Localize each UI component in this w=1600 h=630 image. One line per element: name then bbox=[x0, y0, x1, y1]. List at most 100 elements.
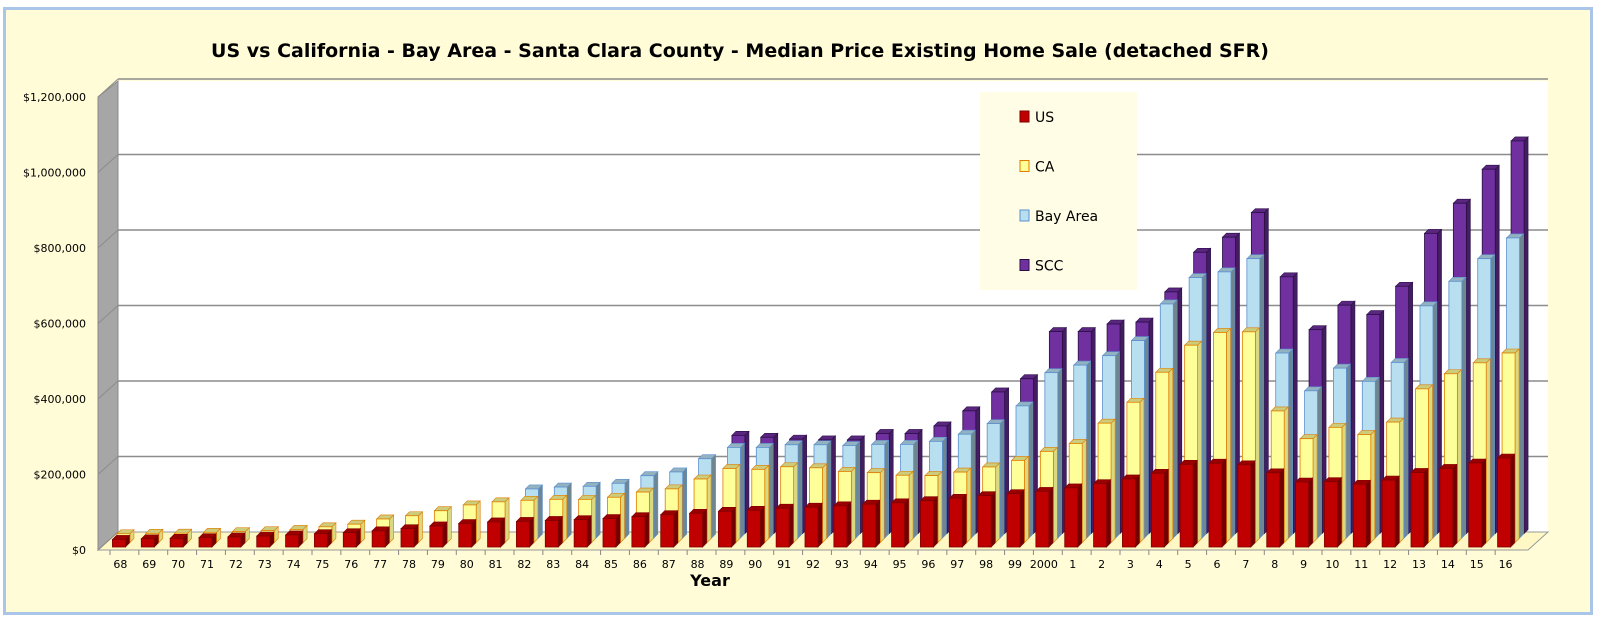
bar-us-97 bbox=[948, 493, 968, 548]
bar-side bbox=[1317, 386, 1322, 539]
bar-side bbox=[1423, 467, 1429, 548]
x-tick-label: 95 bbox=[893, 558, 907, 571]
bar-front bbox=[285, 534, 299, 548]
bar-side bbox=[735, 463, 741, 544]
bar-side bbox=[822, 463, 827, 544]
bar-side bbox=[933, 495, 938, 548]
bar-us-73 bbox=[255, 531, 275, 548]
bar-us-96 bbox=[919, 495, 939, 548]
bar-side bbox=[1057, 367, 1063, 539]
bar-side bbox=[855, 440, 861, 539]
bar-us-5 bbox=[1179, 459, 1198, 548]
bar-side bbox=[1337, 476, 1342, 548]
y-tick-label: $1,200,000 bbox=[23, 91, 86, 104]
bar-us-13 bbox=[1410, 467, 1429, 548]
x-tick-label: 98 bbox=[979, 558, 993, 571]
x-tick-label: 7 bbox=[1242, 558, 1249, 571]
legend-swatch bbox=[1019, 110, 1030, 123]
bar-us-2000 bbox=[1035, 486, 1054, 548]
x-tick-label: 99 bbox=[1008, 558, 1022, 571]
bar-side bbox=[447, 506, 452, 544]
bar-side bbox=[1308, 477, 1313, 548]
bar-side bbox=[562, 494, 568, 544]
bar-side bbox=[1019, 488, 1025, 548]
bar-side bbox=[1365, 479, 1371, 548]
legend-swatch bbox=[1019, 259, 1030, 271]
x-tick-label: 93 bbox=[835, 558, 849, 571]
bar-front bbox=[660, 514, 675, 548]
bar-front bbox=[1237, 464, 1252, 548]
x-tick-label: 79 bbox=[431, 558, 445, 571]
x-tick-label: 16 bbox=[1499, 558, 1513, 571]
bar-front bbox=[112, 539, 126, 548]
bar-us-80 bbox=[457, 518, 477, 548]
bar-side bbox=[1288, 348, 1294, 539]
bar-front bbox=[1179, 463, 1194, 548]
bar-us-76 bbox=[342, 527, 362, 548]
bar-side bbox=[942, 436, 947, 539]
bar-side bbox=[702, 508, 707, 548]
bar-front bbox=[1468, 462, 1483, 548]
y-tick-label: $600,000 bbox=[34, 318, 87, 331]
bar-side bbox=[1452, 463, 1458, 548]
bar-side bbox=[504, 497, 510, 544]
bar-us-92 bbox=[804, 502, 823, 548]
bar-side bbox=[970, 429, 976, 539]
bar-side bbox=[1399, 417, 1404, 544]
bar-front bbox=[862, 503, 877, 548]
bar-front bbox=[342, 532, 357, 548]
bar-front bbox=[429, 525, 444, 548]
x-tick-label: 86 bbox=[633, 558, 647, 571]
bar-front bbox=[718, 510, 732, 548]
x-tick-label: 96 bbox=[921, 558, 935, 571]
bar-us-9 bbox=[1294, 477, 1314, 548]
bar-us-91 bbox=[775, 503, 794, 548]
gridline-side bbox=[97, 78, 119, 98]
x-tick-label: 2000 bbox=[1030, 558, 1058, 571]
bar-side bbox=[418, 511, 423, 544]
bar-side bbox=[1081, 438, 1087, 544]
x-axis: 68 69 70 71 72 73 74 75 76 77 78 79 80 81 82 83 84 85 86 87… bbox=[109, 550, 1513, 571]
legend-swatch bbox=[1019, 209, 1030, 222]
bar-side bbox=[682, 467, 688, 539]
bar-side bbox=[1457, 369, 1462, 544]
x-tick-label: 74 bbox=[287, 558, 301, 571]
bar-side bbox=[937, 470, 943, 544]
bar-us-93 bbox=[833, 501, 852, 548]
bar-front bbox=[1093, 483, 1107, 548]
bar-side bbox=[1048, 486, 1054, 548]
bar-us-72 bbox=[227, 532, 246, 548]
x-tick-label: 4 bbox=[1156, 558, 1163, 571]
bar-side bbox=[908, 470, 914, 544]
bar-front bbox=[1266, 472, 1281, 548]
bar-side bbox=[1163, 468, 1169, 548]
bar-side bbox=[1259, 253, 1265, 539]
bar-side bbox=[1283, 406, 1289, 544]
bar-side bbox=[797, 440, 803, 539]
bar-us-81 bbox=[486, 517, 506, 548]
bars bbox=[111, 136, 1529, 548]
bar-side bbox=[990, 490, 996, 548]
bar-side bbox=[1024, 455, 1029, 544]
bar-front bbox=[198, 537, 213, 548]
bar-us-94 bbox=[861, 499, 881, 548]
bar-side bbox=[533, 495, 539, 544]
bar-side bbox=[793, 462, 798, 544]
bar-front bbox=[1122, 478, 1136, 548]
bar-side bbox=[1028, 401, 1034, 539]
bar-side bbox=[677, 484, 683, 544]
x-tick-label: 15 bbox=[1470, 558, 1484, 571]
bar-side bbox=[624, 478, 630, 539]
bar-us-6 bbox=[1208, 458, 1227, 548]
bar-side bbox=[1403, 357, 1409, 539]
legend-label: CA bbox=[1035, 160, 1055, 176]
x-tick-label: 2 bbox=[1098, 558, 1105, 571]
bar-us-87 bbox=[659, 509, 679, 548]
x-tick-label: 3 bbox=[1127, 558, 1134, 571]
bar-us-86 bbox=[631, 511, 650, 548]
x-tick-label: 88 bbox=[691, 558, 705, 571]
x-tick-label: 71 bbox=[200, 558, 214, 571]
bar-side bbox=[1341, 422, 1347, 544]
x-tick-label: 70 bbox=[171, 558, 185, 571]
bar-us-90 bbox=[746, 505, 766, 548]
